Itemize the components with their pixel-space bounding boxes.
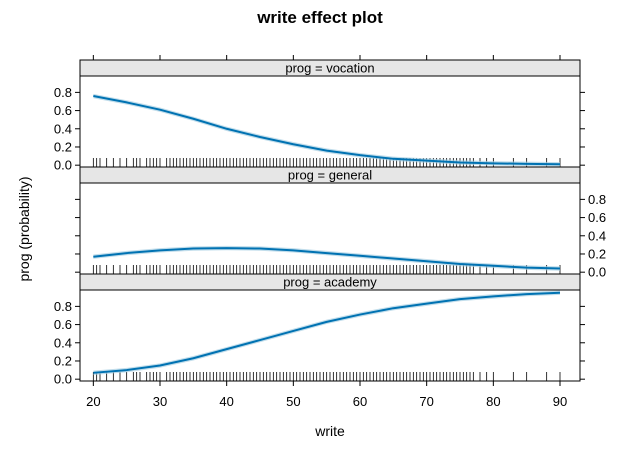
x-axis-label: write (314, 423, 345, 439)
confidence-band (93, 93, 560, 167)
y-tick-label: 0.4 (588, 228, 606, 243)
series-line (93, 291, 561, 374)
x-tick-label: 80 (486, 394, 500, 409)
y-tick-label: 0.8 (588, 192, 606, 207)
y-tick-label: 0.0 (588, 265, 606, 280)
x-tick-label: 50 (286, 394, 300, 409)
y-tick-label: 0.6 (54, 103, 72, 118)
strip-label: prog = vocation (285, 61, 374, 76)
y-tick-label: 0.8 (54, 85, 72, 100)
y-tick-label: 0.4 (54, 335, 72, 350)
y-tick-label: 0.0 (54, 372, 72, 387)
y-tick-label: 0.2 (54, 353, 72, 368)
panel-frame (79, 182, 581, 275)
y-tick-label: 0.6 (588, 210, 606, 225)
x-tick-label: 90 (553, 394, 567, 409)
panel-2: prog = general 0.0 0.2 0.4 0.6 0.8 (75, 166, 606, 280)
y-axis-label: prog (probability) (16, 176, 32, 281)
strip-label: prog = academy (283, 275, 377, 290)
series-line (93, 95, 561, 166)
y-tick-label: 0.2 (54, 139, 72, 154)
panel-3: prog = academy 0.0 0.2 0.4 0.6 0.8 (54, 273, 585, 387)
rug-marks (92, 372, 561, 381)
strip-label: prog = general (288, 168, 372, 183)
x-tick-label: 60 (353, 394, 367, 409)
confidence-band (93, 245, 560, 271)
y-tick-label: 0.4 (54, 121, 72, 136)
x-tick-label: 20 (86, 394, 100, 409)
panel-frame (79, 75, 581, 168)
x-tick-label: 40 (219, 394, 233, 409)
x-axis: 20 30 40 50 60 70 80 90 (86, 55, 567, 409)
y-tick-label: 0.6 (54, 317, 72, 332)
panel-1: prog = vocation 0.0 0.2 0.4 0.6 0.8 (54, 59, 585, 173)
x-tick-label: 30 (153, 394, 167, 409)
confidence-band (93, 290, 560, 376)
x-tick-label: 70 (419, 394, 433, 409)
chart-title: write effect plot (256, 8, 383, 27)
y-tick-label: 0.8 (54, 299, 72, 314)
y-tick-label: 0.2 (588, 246, 606, 261)
y-tick-label: 0.0 (54, 158, 72, 173)
series-line (93, 247, 561, 270)
